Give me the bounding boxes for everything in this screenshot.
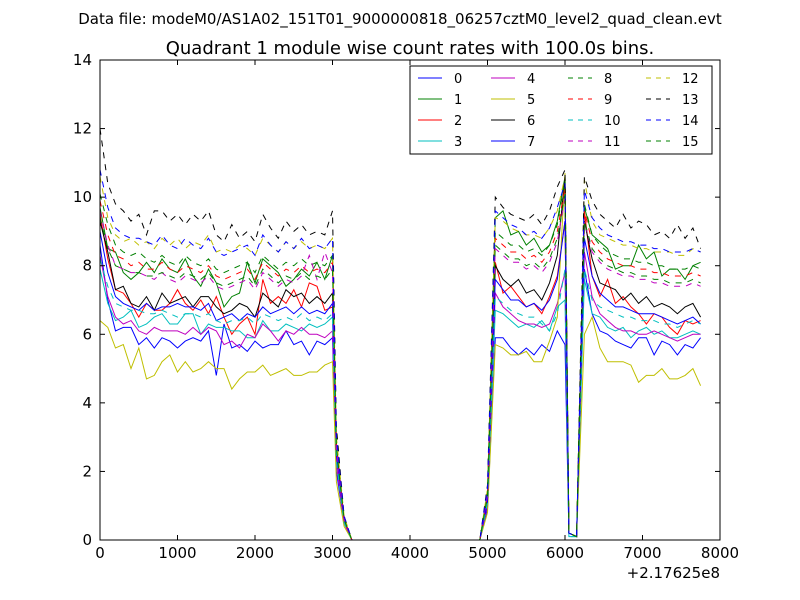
legend-label-6: 6 — [527, 114, 535, 129]
y-tick-label: 8 — [82, 257, 92, 275]
x-offset-label: +2.17625e8 — [627, 564, 720, 582]
legend-label-0: 0 — [454, 72, 462, 87]
y-tick-label: 10 — [73, 188, 92, 206]
figure-suptitle: Data file: modeM0/AS1A02_151T01_90000008… — [78, 10, 722, 29]
legend-label-13: 13 — [682, 93, 699, 108]
y-tick-label: 14 — [73, 51, 92, 69]
x-tick-label: 8000 — [701, 544, 739, 562]
y-tick-label: 12 — [73, 120, 92, 138]
x-tick-label: 7000 — [623, 544, 661, 562]
legend-label-5: 5 — [527, 93, 535, 108]
x-tick-label: 5000 — [468, 544, 506, 562]
series-group — [99, 128, 702, 541]
series-line-15 — [99, 193, 701, 541]
legend-label-1: 1 — [454, 93, 462, 108]
series-line-5 — [99, 173, 702, 541]
legend-label-8: 8 — [604, 72, 612, 87]
legend-label-4: 4 — [527, 72, 535, 87]
series-line-10 — [99, 258, 701, 541]
legend-label-2: 2 — [454, 114, 462, 129]
x-tick-label: 0 — [95, 544, 105, 562]
chart-title: Quadrant 1 module wise count rates with … — [166, 38, 655, 59]
x-tick-label: 1000 — [158, 544, 196, 562]
legend-label-14: 14 — [682, 114, 699, 129]
x-tick-label: 4000 — [391, 544, 429, 562]
series-line-11 — [99, 197, 701, 541]
legend-frame — [409, 65, 713, 155]
series-line-14 — [99, 169, 701, 541]
x-tick-label: 2000 — [236, 544, 274, 562]
legend-label-3: 3 — [454, 135, 462, 150]
legend-label-7: 7 — [527, 135, 535, 150]
series-line-4 — [99, 251, 701, 541]
plot-frame — [99, 59, 721, 541]
legend-label-9: 9 — [604, 93, 612, 108]
y-tick-label: 4 — [82, 394, 92, 412]
y-tick-label: 0 — [82, 531, 92, 549]
y-tick-label: 2 — [82, 462, 92, 480]
legend-label-11: 11 — [604, 135, 621, 150]
legend-label-15: 15 — [682, 135, 699, 150]
x-axis: 0 1000 2000 3000 4000 5000 6000 7000 8000 — [95, 60, 739, 562]
legend-label-12: 12 — [682, 72, 699, 87]
y-tick-label: 6 — [82, 325, 92, 343]
x-tick-label: 3000 — [313, 544, 351, 562]
legend-label-10: 10 — [604, 114, 621, 129]
x-tick-label: 6000 — [546, 544, 584, 562]
